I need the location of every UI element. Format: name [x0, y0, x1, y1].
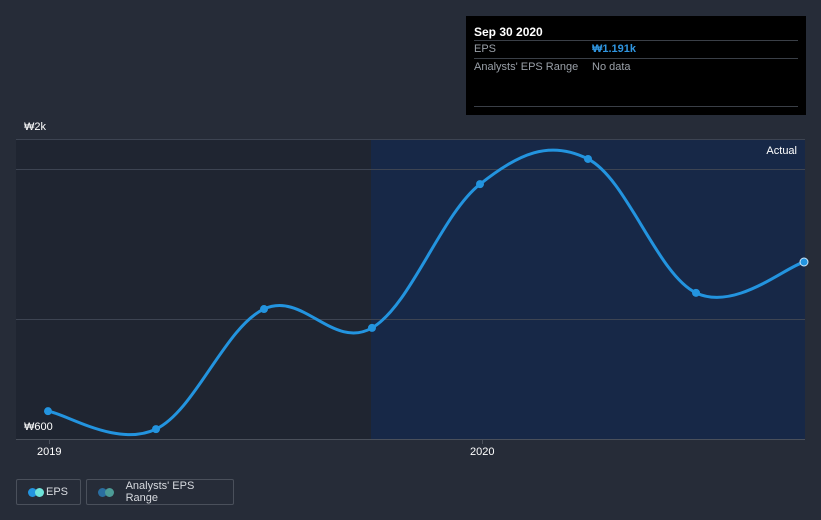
tooltip-row-range: Analysts' EPS Range No data: [474, 58, 798, 76]
legend-item-eps[interactable]: EPS: [16, 479, 81, 505]
legend-range-label: Analysts' EPS Range: [125, 480, 195, 504]
actual-region-label: Actual: [766, 145, 797, 157]
x-axis-label-2020: 2020: [470, 446, 495, 458]
actual-region: [371, 139, 805, 439]
tooltip-range-label: Analysts' EPS Range: [474, 61, 579, 73]
legend-item-analysts-eps-range[interactable]: Analysts' EPS Range: [86, 479, 234, 505]
tooltip-row-eps: EPS ₩1.191k: [474, 40, 798, 58]
gridlines: [16, 139, 805, 320]
legend-eps-label: EPS: [45, 486, 68, 498]
eps-legend-icon: [28, 487, 44, 497]
eps-data-point[interactable]: [260, 305, 268, 314]
eps-data-point[interactable]: [584, 154, 592, 163]
x-axis-label-2019: 2019: [37, 446, 62, 458]
y-axis-top-label: ₩2k: [24, 121, 46, 133]
eps-data-point[interactable]: [799, 257, 809, 267]
eps-line[interactable]: [46, 148, 806, 437]
y-axis-bottom-label: ₩600: [24, 421, 53, 433]
eps-data-point[interactable]: [44, 407, 52, 416]
eps-data-point[interactable]: [152, 425, 160, 434]
tooltip-eps-value: ₩1.191k: [592, 43, 637, 55]
tooltip: Sep 30 2020 EPS ₩1.191k Analysts' EPS Ra…: [466, 16, 806, 115]
tooltip-range-value: No data: [592, 61, 631, 73]
tooltip-divider: [474, 106, 798, 107]
range-legend-icon: [98, 487, 114, 497]
tooltip-date: Sep 30 2020: [474, 25, 543, 39]
eps-points: [44, 154, 809, 434]
eps-data-point[interactable]: [368, 323, 376, 332]
legend: EPS Analysts' EPS Range: [16, 479, 234, 505]
eps-data-point[interactable]: [692, 288, 700, 297]
eps-data-point[interactable]: [476, 180, 484, 189]
past-region: [16, 139, 371, 439]
tooltip-eps-label: EPS: [474, 43, 497, 55]
